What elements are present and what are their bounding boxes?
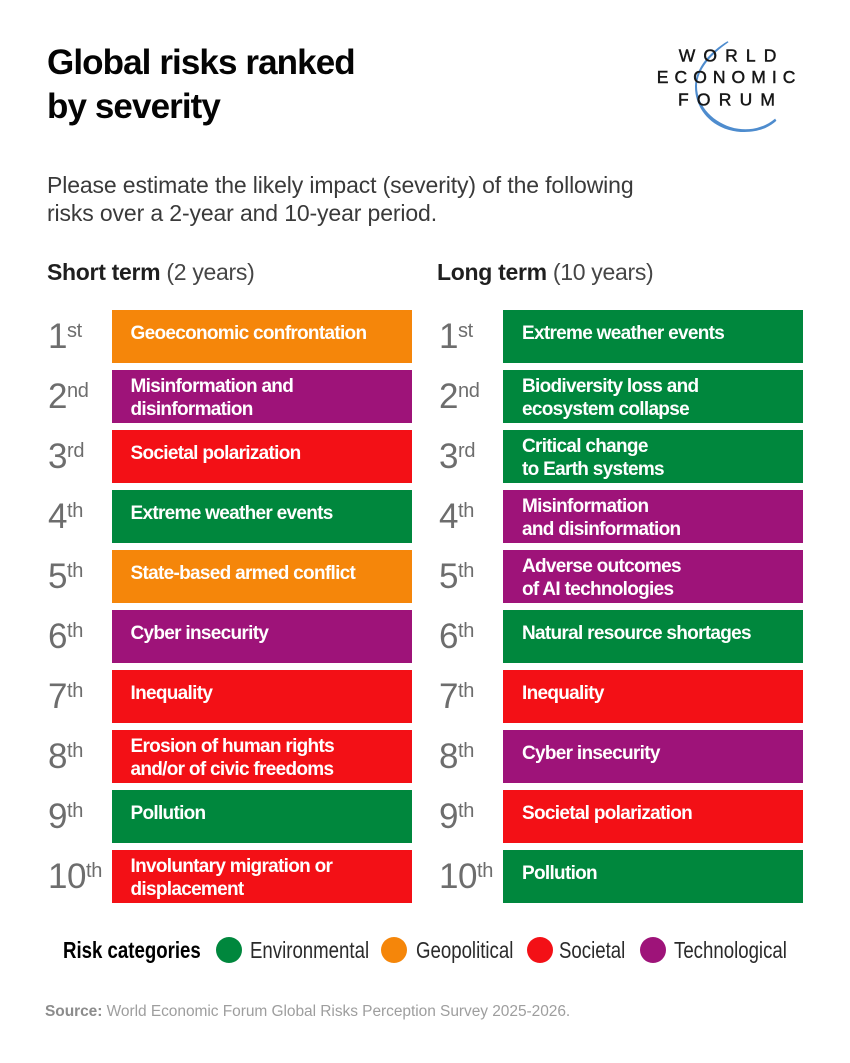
svg-text:FORUM: FORUM (678, 90, 775, 110)
svg-text:ECONOMIC: ECONOMIC (657, 67, 796, 87)
svg-text:WORLD: WORLD (679, 45, 777, 65)
